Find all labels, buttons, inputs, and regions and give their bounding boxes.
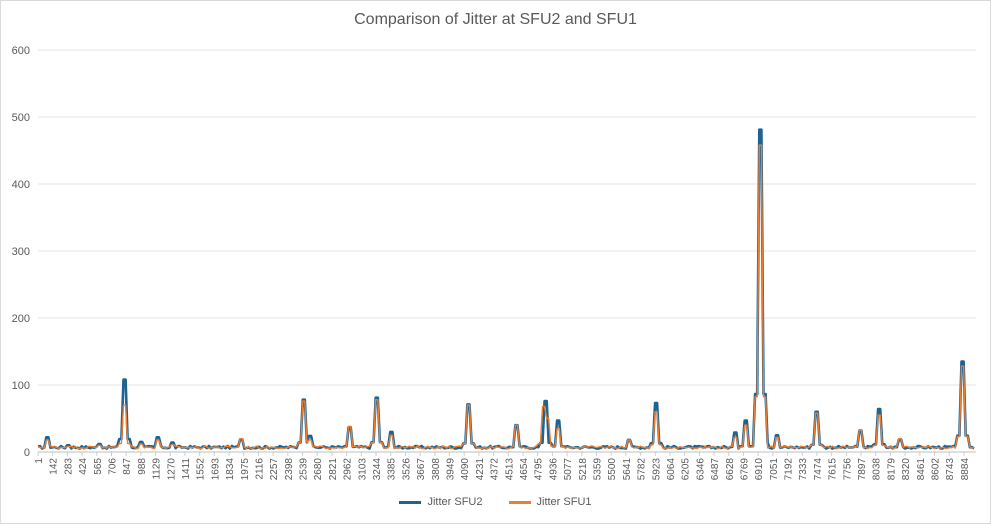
x-tick-label: 8743 bbox=[945, 458, 956, 481]
x-tick-label: 7474 bbox=[813, 458, 824, 481]
x-tick-label: 1270 bbox=[166, 458, 177, 481]
x-tick-label: 565 bbox=[93, 458, 104, 475]
gridlines bbox=[38, 49, 976, 453]
x-tick-label: 7897 bbox=[857, 458, 868, 481]
y-tick-label: 300 bbox=[12, 246, 30, 258]
x-tick-label: 7615 bbox=[828, 458, 839, 481]
x-tick-label: 1834 bbox=[225, 458, 236, 481]
y-tick-label: 200 bbox=[12, 313, 30, 325]
x-tick-label: 2680 bbox=[313, 458, 324, 481]
series-line-jitter-sfu2 bbox=[37, 128, 975, 450]
x-tick-label: 3949 bbox=[446, 458, 457, 481]
x-tick-label: 4372 bbox=[490, 458, 501, 481]
x-tick-label: 847 bbox=[122, 458, 133, 475]
legend-swatch-sfu1 bbox=[508, 500, 531, 504]
y-axis-ticks: 0 100 200 300 400 500 600 bbox=[12, 45, 30, 459]
x-tick-label: 7756 bbox=[842, 458, 853, 481]
x-tick-label: 8602 bbox=[931, 458, 942, 481]
y-tick-label: 400 bbox=[12, 179, 30, 191]
x-tick-label: 3667 bbox=[416, 458, 427, 481]
x-tick-label: 6910 bbox=[754, 458, 765, 481]
x-tick-label: 3526 bbox=[401, 458, 412, 481]
legend-item-sfu2: Jitter SFU2 bbox=[399, 496, 483, 508]
x-tick-label: 3808 bbox=[431, 458, 442, 481]
x-tick-label: 8320 bbox=[901, 458, 912, 481]
x-tick-label: 988 bbox=[137, 458, 148, 475]
x-tick-label: 3385 bbox=[387, 458, 398, 481]
x-tick-label: 5782 bbox=[637, 458, 648, 481]
x-tick-label: 2539 bbox=[299, 458, 310, 481]
x-tick-label: 4513 bbox=[504, 458, 515, 481]
x-tick-label: 1693 bbox=[210, 458, 221, 481]
legend-item-sfu1: Jitter SFU1 bbox=[508, 496, 592, 508]
series-line-jitter-sfu1 bbox=[37, 144, 975, 450]
x-tick-label: 4231 bbox=[475, 458, 486, 481]
y-tick-label: 500 bbox=[12, 112, 30, 124]
x-tick-label: 3103 bbox=[357, 458, 368, 481]
x-tick-label: 4654 bbox=[519, 458, 530, 481]
x-tick-label: 6628 bbox=[725, 458, 736, 481]
x-tick-label: 4936 bbox=[548, 458, 559, 481]
x-tick-label: 6205 bbox=[681, 458, 692, 481]
legend-label-sfu1: Jitter SFU1 bbox=[536, 496, 592, 508]
x-tick-label: 1411 bbox=[181, 458, 192, 480]
x-tick-label: 1552 bbox=[196, 458, 207, 481]
x-tick-label: 5218 bbox=[578, 458, 589, 481]
x-tick-label: 3244 bbox=[372, 458, 383, 481]
x-tick-label: 142 bbox=[49, 458, 60, 475]
x-tick-label: 5359 bbox=[592, 458, 603, 481]
legend-label-sfu2: Jitter SFU2 bbox=[427, 496, 483, 508]
x-tick-label: 6346 bbox=[695, 458, 706, 481]
x-tick-label: 283 bbox=[63, 458, 74, 475]
legend-swatch-sfu2 bbox=[399, 500, 422, 504]
x-tick-label: 2962 bbox=[343, 458, 354, 481]
legend: Jitter SFU2 Jitter SFU1 bbox=[0, 496, 991, 508]
x-tick-label: 6487 bbox=[710, 458, 721, 481]
x-tick-label: 2257 bbox=[269, 458, 280, 481]
x-tick-label: 6064 bbox=[666, 458, 677, 481]
x-tick-label: 7192 bbox=[784, 458, 795, 481]
x-tick-label: 5077 bbox=[563, 458, 574, 481]
x-tick-label: 706 bbox=[107, 458, 118, 475]
x-tick-label: 1129 bbox=[152, 458, 163, 480]
x-tick-label: 7051 bbox=[769, 458, 780, 481]
x-tick-label: 424 bbox=[78, 458, 89, 475]
series-layer bbox=[37, 128, 975, 450]
y-tick-label: 600 bbox=[12, 45, 30, 57]
x-tick-label: 8461 bbox=[916, 458, 927, 481]
x-tick-label: 7333 bbox=[798, 458, 809, 481]
x-tick-label: 5500 bbox=[607, 458, 618, 481]
y-tick-label: 100 bbox=[12, 380, 30, 392]
x-tick-label: 4795 bbox=[534, 458, 545, 481]
x-tick-label: 5923 bbox=[651, 458, 662, 481]
x-tick-label: 5641 bbox=[622, 458, 633, 481]
x-tick-label: 8179 bbox=[886, 458, 897, 481]
x-tick-label: 6769 bbox=[739, 458, 750, 481]
x-tick-label: 4090 bbox=[460, 458, 471, 481]
y-tick-label: 0 bbox=[24, 447, 30, 459]
x-tick-label: 2116 bbox=[254, 458, 265, 480]
x-tick-label: 1975 bbox=[240, 458, 251, 481]
x-tick-label: 8884 bbox=[960, 458, 971, 481]
x-tick-label: 8038 bbox=[872, 458, 883, 481]
x-tick-label: 2821 bbox=[328, 458, 339, 481]
x-tick-label: 2398 bbox=[284, 458, 295, 481]
x-tick-label: 1 bbox=[34, 458, 45, 464]
x-axis-ticks: 1 142 283 424 565 706 847 988 1129 1270 1411 1552 16… bbox=[34, 451, 976, 481]
chart-title: Comparison of Jitter at SFU2 and SFU1 bbox=[354, 11, 637, 28]
